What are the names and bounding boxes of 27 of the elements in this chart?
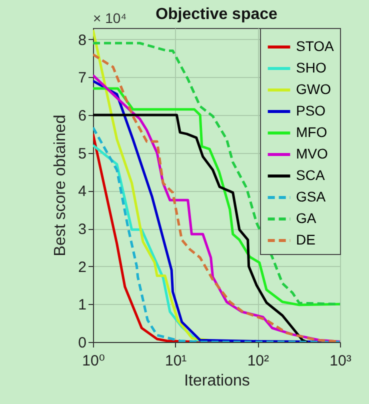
y-tick-label: 2 [78, 258, 86, 276]
y-tick-label: 5 [78, 145, 86, 162]
legend-label: SCA [296, 167, 326, 183]
y-tick-label: 3 [78, 221, 86, 238]
text: × 10⁴ [93, 10, 127, 26]
chart-title: Objective space [156, 6, 278, 23]
legend-label: GSA [296, 188, 326, 204]
y-tick-label: 4 [78, 183, 86, 200]
y-tick-label: 8 [78, 32, 86, 49]
y-axis-title: Best score obtained [52, 114, 70, 256]
legend-label: MFO [296, 124, 328, 140]
legend-label: STOA [296, 38, 335, 54]
y-tick-label: 7 [78, 70, 86, 87]
x-tick-label: 10² [247, 352, 270, 370]
y-tick-label: 0 [78, 334, 86, 352]
legend-label: MVO [296, 146, 328, 162]
y-tick-label: 6 [78, 108, 86, 125]
legend-label: PSO [296, 102, 326, 118]
y-tick-label: 1 [78, 296, 86, 314]
legend-label: DE [296, 232, 316, 248]
legend-label: GWO [296, 81, 332, 97]
x-tick-label: 10⁰ [82, 352, 105, 370]
x-tick-label: 10¹ [164, 352, 187, 370]
x-axis-title: Iterations [184, 372, 250, 390]
legend-label: GA [296, 210, 317, 226]
legend-label: SHO [296, 60, 326, 76]
x-tick-label: 10³ [330, 352, 352, 370]
